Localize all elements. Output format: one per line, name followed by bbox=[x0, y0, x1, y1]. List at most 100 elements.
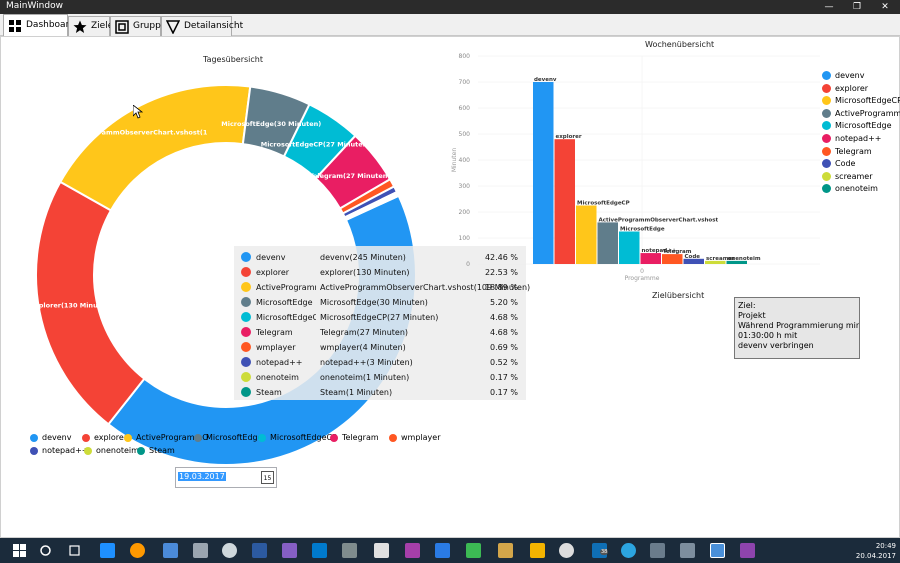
app-icon[interactable] bbox=[342, 543, 357, 558]
legend-dot bbox=[241, 312, 251, 322]
bar-label: notepad++ bbox=[642, 248, 677, 254]
donut-slice-label: ammObserverChart.vshost(1 bbox=[102, 129, 208, 137]
tooltip-percent: 0.17 % bbox=[490, 373, 518, 382]
bar-activeprogrammobserverchart-vshost[interactable] bbox=[597, 222, 619, 264]
vscode-icon[interactable] bbox=[312, 543, 327, 558]
legend-dot bbox=[822, 171, 831, 181]
legend-dot bbox=[330, 434, 338, 442]
windows-start-icon[interactable] bbox=[12, 543, 27, 558]
y-tick-label: 700 bbox=[459, 79, 471, 86]
legend-dot bbox=[241, 372, 251, 382]
store-icon[interactable] bbox=[374, 543, 389, 558]
legend-label: MicrosoftEdge bbox=[206, 433, 263, 442]
bar-microsoftedgecp[interactable] bbox=[576, 205, 597, 265]
legend-dot bbox=[30, 447, 38, 455]
taskbar-clock[interactable]: 20:49 20.04.2017 bbox=[856, 541, 896, 561]
bar-code[interactable] bbox=[683, 258, 705, 264]
legend-label: notepad++ bbox=[42, 446, 89, 455]
app-icon[interactable] bbox=[193, 543, 208, 558]
tooltip-label: explorer(130 Minuten) bbox=[320, 268, 410, 277]
bar-label: MicrosoftEdge bbox=[620, 227, 665, 233]
edge-icon[interactable] bbox=[100, 543, 115, 558]
search-icon[interactable] bbox=[38, 543, 53, 558]
legend-dot bbox=[124, 434, 132, 442]
app-icon[interactable] bbox=[466, 543, 481, 558]
legend-dot bbox=[241, 297, 251, 307]
taskbar: 38 20:49 20.04.2017 bbox=[0, 538, 900, 563]
tooltip-name: Telegram bbox=[256, 328, 293, 337]
app-icon[interactable] bbox=[530, 543, 545, 558]
legend-item: notepad++ bbox=[820, 133, 900, 145]
tooltip-label: Steam(1 Minuten) bbox=[320, 388, 393, 397]
calendar-icon[interactable]: 15 bbox=[261, 471, 274, 484]
app-icon[interactable] bbox=[163, 543, 178, 558]
app-icon[interactable] bbox=[650, 543, 665, 558]
funnel-icon bbox=[166, 20, 180, 34]
y-tick-label: 800 bbox=[459, 53, 471, 60]
legend-label: notepad++ bbox=[835, 134, 882, 143]
legend-item: onenoteim bbox=[820, 183, 900, 195]
app-icon[interactable] bbox=[498, 543, 513, 558]
date-picker[interactable]: 19.03.2017 15 bbox=[175, 467, 277, 488]
visual-studio-icon[interactable] bbox=[282, 543, 297, 558]
tooltip-percent: 42.46 % bbox=[484, 253, 518, 262]
y-axis-label: Minuten bbox=[451, 148, 458, 172]
legend-label: Telegram bbox=[835, 146, 872, 156]
tab-ziele[interactable]: Ziele bbox=[68, 16, 114, 36]
app-icon[interactable] bbox=[680, 543, 695, 558]
goal-line: Ziel: bbox=[738, 301, 756, 310]
bar-onenoteim[interactable] bbox=[726, 260, 748, 264]
close-button[interactable]: ✕ bbox=[881, 2, 889, 12]
bar-devenv[interactable] bbox=[533, 82, 554, 264]
telegram-icon[interactable] bbox=[621, 543, 636, 558]
bar-screamer[interactable] bbox=[705, 260, 726, 264]
legend-item: Code bbox=[820, 158, 900, 170]
legend-label: wmplayer bbox=[401, 433, 441, 442]
onenote-icon[interactable] bbox=[405, 543, 420, 558]
weekly-bar-chart: 0 100 200 300 400 500 600 700 800 Minuten Programm… bbox=[451, 53, 820, 282]
goal-line: Projekt bbox=[738, 311, 766, 320]
legend-item: ActiveProgrammO bbox=[820, 108, 900, 120]
legend-dot bbox=[82, 434, 90, 442]
bar-microsoftedge[interactable] bbox=[619, 231, 640, 265]
tab-gruppen[interactable]: Gruppen bbox=[110, 16, 172, 36]
task-view-icon[interactable] bbox=[67, 543, 82, 558]
bar-notepad-[interactable] bbox=[640, 253, 662, 264]
tab-label: Ziele bbox=[91, 21, 114, 31]
legend-dot bbox=[30, 434, 38, 442]
legend-item: MicrosoftEdge bbox=[820, 120, 900, 132]
powershell-icon[interactable] bbox=[252, 543, 267, 558]
tooltip-label: ActiveProgrammObserverChart.vshost(109 M… bbox=[320, 283, 531, 292]
bar-label: Code bbox=[685, 254, 701, 260]
bar-telegram[interactable] bbox=[662, 254, 683, 264]
legend-dot bbox=[822, 83, 831, 93]
tab-dashboard[interactable]: Dashboard bbox=[3, 14, 75, 37]
donut-slice-steam[interactable] bbox=[344, 192, 401, 222]
steam-icon[interactable]: 38 bbox=[592, 543, 609, 558]
bar-explorer[interactable] bbox=[554, 139, 576, 264]
app-icon[interactable] bbox=[559, 543, 574, 558]
minimize-button[interactable]: — bbox=[824, 2, 834, 12]
legend-label: Telegram bbox=[342, 433, 379, 442]
tooltip-row: wmplayer wmplayer(4 Minuten) 0.69 % bbox=[234, 340, 526, 355]
app-icon[interactable] bbox=[740, 543, 755, 558]
settings-gear-icon[interactable] bbox=[222, 543, 237, 558]
maximize-button[interactable]: ❐ bbox=[852, 2, 862, 12]
legend-label: onenoteim bbox=[835, 184, 878, 194]
donut-slice-activeprogrammo[interactable] bbox=[58, 84, 252, 212]
bar-label: devenv bbox=[534, 77, 557, 83]
tab-detailansicht[interactable]: Detailansicht bbox=[161, 16, 243, 36]
todo-check-icon[interactable] bbox=[435, 543, 450, 558]
firefox-icon[interactable] bbox=[130, 543, 145, 558]
goal-line: 01:30:00 h mit bbox=[738, 331, 798, 340]
tooltip-percent: 4.68 % bbox=[490, 328, 518, 337]
daily-tooltip: devenv devenv(245 Minuten) 42.46 % explorer… bbox=[234, 246, 530, 400]
tooltip-row: onenoteim onenoteim(1 Minuten) 0.17 % bbox=[234, 370, 526, 385]
mouse-cursor-icon bbox=[133, 105, 143, 119]
date-value[interactable]: 19.03.2017 bbox=[178, 472, 226, 481]
tooltip-row: notepad++ notepad++(3 Minuten) 0.52 % bbox=[234, 355, 526, 370]
tooltip-percent: 4.68 % bbox=[490, 313, 518, 322]
mainwindow-taskbar-icon[interactable] bbox=[710, 543, 725, 558]
goals-title: Zielübersicht bbox=[652, 291, 705, 300]
